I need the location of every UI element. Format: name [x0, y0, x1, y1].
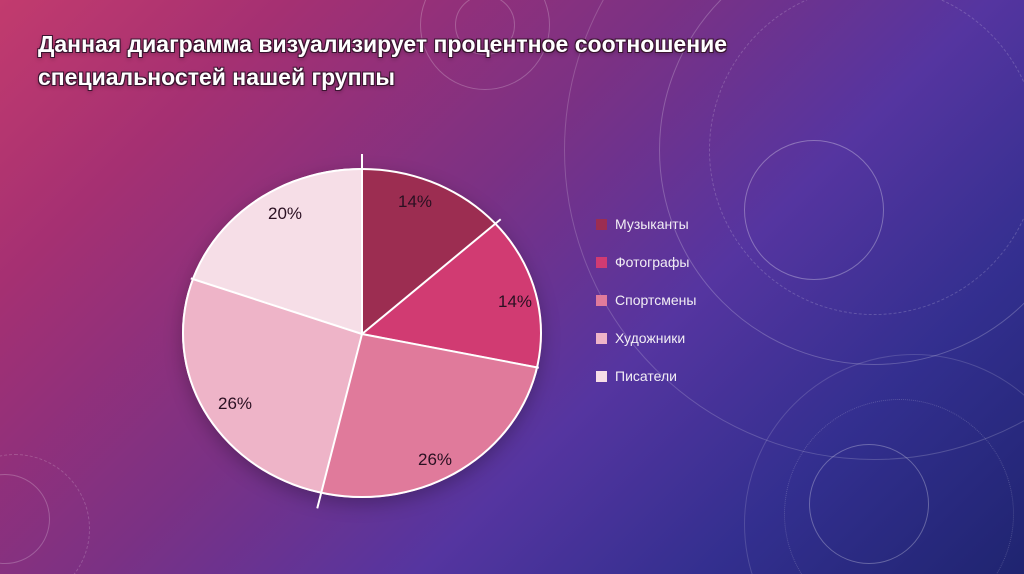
- legend-swatch-artists: [596, 333, 607, 344]
- decorative-compass-ring: [809, 444, 929, 564]
- legend-item-writers[interactable]: Писатели: [596, 368, 696, 384]
- decorative-compass-ring: [744, 354, 1024, 574]
- legend-item-artists[interactable]: Художники: [596, 330, 696, 346]
- legend-swatch-photographers: [596, 257, 607, 268]
- decorative-circle: [0, 454, 90, 574]
- legend-label-athletes: Спортсмены: [615, 292, 696, 308]
- pie-chart: 14% 14% 26% 26% 20%: [182, 168, 542, 498]
- legend-swatch-musicians: [596, 219, 607, 230]
- legend-item-photographers[interactable]: Фотографы: [596, 254, 696, 270]
- decorative-compass-ring: [744, 140, 884, 280]
- legend-swatch-athletes: [596, 295, 607, 306]
- page-title: Данная диаграмма визуализирует процентно…: [38, 28, 898, 95]
- legend-item-musicians[interactable]: Музыканты: [596, 216, 696, 232]
- legend-swatch-writers: [596, 371, 607, 382]
- chart-legend: Музыканты Фотографы Спортсмены Художники…: [596, 216, 696, 384]
- decorative-circle: [0, 474, 50, 564]
- legend-label-musicians: Музыканты: [615, 216, 689, 232]
- legend-label-photographers: Фотографы: [615, 254, 689, 270]
- legend-item-athletes[interactable]: Спортсмены: [596, 292, 696, 308]
- pie-chart-slices: [182, 168, 542, 498]
- legend-label-artists: Художники: [615, 330, 685, 346]
- legend-label-writers: Писатели: [615, 368, 677, 384]
- decorative-compass-ring: [784, 399, 1014, 574]
